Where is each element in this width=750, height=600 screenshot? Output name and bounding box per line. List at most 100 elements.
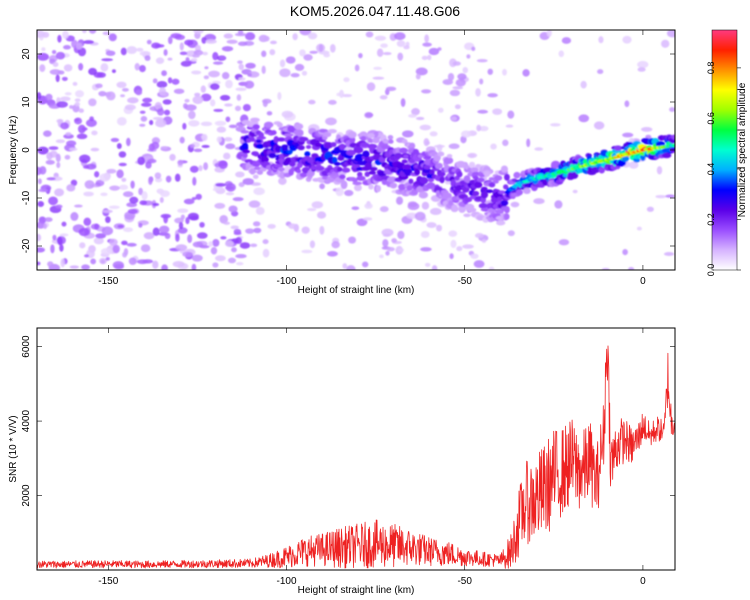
spectrogram-noise-cell (88, 98, 97, 107)
spectrogram-noise-cell (456, 246, 463, 252)
spectrogram-noise-cell (188, 120, 200, 127)
spectrogram-noise-cell (415, 67, 428, 76)
spectrogram-noise-cell (558, 239, 570, 246)
spectrogram-signal-cell (458, 205, 466, 213)
spectrogram-noise-cell (95, 83, 103, 89)
spectrogram-noise-cell (129, 196, 139, 204)
spectrogram-noise-cell (61, 221, 67, 227)
spectrogram-noise-cell (52, 61, 59, 68)
spectrogram-noise-cell (201, 133, 208, 142)
spectrogram-signal-cell (315, 165, 325, 171)
spectrogram-signal-cell (472, 190, 480, 197)
spectrogram-noise-cell (452, 61, 461, 66)
spectrogram-noise-cell (169, 153, 176, 161)
spectrogram-noise-cell (91, 130, 98, 136)
spectrogram-noise-cell (185, 216, 190, 225)
spectrogram-signal-cell (500, 199, 509, 206)
spectrogram-noise-cell (219, 94, 231, 101)
spectrogram-noise-cell (64, 92, 72, 96)
spectrogram-noise-cell (159, 225, 170, 234)
spectrogram-noise-cell (510, 201, 520, 208)
spectrogram-noise-cell (38, 188, 48, 193)
spectrogram-signal-cell (255, 139, 262, 143)
spectrogram-noise-cell (45, 159, 55, 165)
spectrogram-noise-cell (328, 99, 337, 105)
spectrogram-noise-cell (421, 201, 430, 210)
spectrogram-noise-cell (175, 244, 188, 251)
spectrogram-noise-cell (120, 94, 125, 98)
spectrogram-noise-cell (122, 251, 128, 258)
spectrogram-noise-cell (139, 50, 151, 56)
colorbar-tick-label: 0.4 (706, 163, 716, 176)
spectrogram-signal-cell (671, 134, 675, 140)
spectrogram-noise-cell (183, 198, 195, 205)
spectrogram-noise-cell (123, 227, 134, 233)
spectrogram-noise-cell (165, 175, 172, 183)
spectrogram-noise-cell (335, 187, 344, 197)
spectrogram-noise-cell (116, 169, 124, 179)
spectrogram-noise-cell (466, 54, 471, 59)
spectrogram-noise-cell (242, 178, 254, 185)
spectrogram-noise-cell (245, 62, 256, 69)
spectrogram-x-ticks: -150 -100 -50 0 (98, 30, 646, 287)
spectrogram-signal-cell (478, 203, 488, 209)
spectrogram-noise-cell (121, 87, 129, 92)
spectrogram-noise-cell (225, 79, 233, 89)
spectrogram-noise-cell (572, 189, 578, 194)
spectrogram-noise-cell (205, 39, 217, 44)
spectrogram-noise-cell (661, 39, 670, 48)
spectrogram-noise-cell (449, 89, 461, 97)
spectrogram-noise-cell (64, 154, 71, 160)
spectrogram-signal-cell (304, 151, 311, 157)
spectrogram-signal-cell (388, 139, 394, 144)
spectrogram-noise-cell (351, 206, 360, 211)
spectrogram-signal-cell (409, 142, 416, 150)
spectrogram-noise-cell (240, 130, 250, 134)
spectrogram-x-tick-label: -100 (276, 276, 296, 287)
spectrogram-noise-cell (316, 211, 327, 219)
spectrogram-noise-cell (120, 47, 127, 56)
spectrogram-signal-cell (437, 151, 445, 157)
spectrogram-noise-cell (597, 69, 604, 75)
spectrogram-noise-cell (380, 43, 388, 48)
spectrogram-signal-cell (463, 175, 471, 183)
spectrogram-noise-cell (554, 200, 563, 209)
spectrogram-noise-cell (221, 46, 234, 52)
spectrogram-noise-cell (55, 74, 60, 83)
spectrogram-noise-cell (59, 233, 69, 237)
spectrogram-noise-cell (78, 62, 84, 71)
spectrogram-noise-cell (83, 217, 92, 226)
spectrogram-noise-cell (546, 30, 552, 37)
spectrogram-noise-cell (421, 89, 432, 94)
spectrogram-noise-cell (366, 82, 376, 92)
spectrogram-signal-cell (339, 174, 346, 180)
spectrogram-noise-cell (152, 78, 158, 84)
spectrogram-noise-cell (492, 108, 503, 115)
spectrogram-noise-cell (134, 62, 140, 71)
spectrogram-noise-cell (319, 183, 325, 190)
spectrogram-noise-cell (122, 191, 134, 198)
spectrogram-noise-cell (365, 31, 374, 38)
spectrogram-signal-cell (367, 133, 375, 139)
spectrogram-noise-cell (126, 46, 138, 54)
spectrogram-noise-cell (374, 35, 387, 41)
spectrogram-noise-cell (161, 70, 167, 77)
spectrogram-noise-cell (462, 66, 469, 74)
spectrogram-noise-cell (191, 263, 197, 270)
spectrogram-noise-cell (116, 143, 122, 150)
spectrogram-noise-cell (101, 209, 113, 214)
spectrogram-signal-cell (446, 154, 453, 159)
spectrogram-noise-cell (137, 156, 146, 166)
spectrogram-noise-cell (436, 144, 443, 152)
spectrogram-noise-cell (196, 232, 208, 239)
spectrogram-noise-cell (81, 264, 90, 270)
spectrogram-noise-cell (163, 214, 169, 224)
spectrogram-noise-cell (94, 171, 100, 178)
spectrogram-noise-cell (356, 218, 368, 227)
spectrogram-noise-cell (414, 211, 426, 221)
spectrogram-noise-cell (278, 177, 287, 185)
spectrogram-noise-cell (106, 168, 117, 174)
spectrogram-signal-cell (481, 186, 488, 192)
spectrogram-noise-cell (83, 40, 95, 45)
spectrogram-y-ticks: -20 -10 0 10 20 (21, 48, 675, 253)
